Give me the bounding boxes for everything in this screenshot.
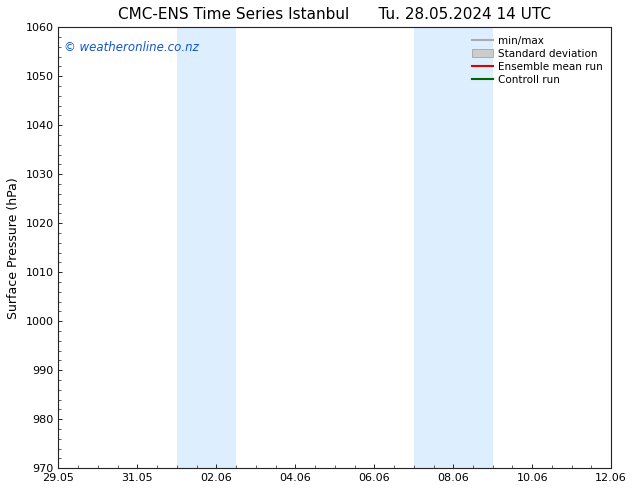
Legend: min/max, Standard deviation, Ensemble mean run, Controll run: min/max, Standard deviation, Ensemble me… <box>469 32 606 88</box>
Bar <box>177 27 236 468</box>
Bar <box>414 27 493 468</box>
Text: © weatheronline.co.nz: © weatheronline.co.nz <box>64 41 199 53</box>
Title: CMC-ENS Time Series Istanbul      Tu. 28.05.2024 14 UTC: CMC-ENS Time Series Istanbul Tu. 28.05.2… <box>119 7 552 22</box>
Y-axis label: Surface Pressure (hPa): Surface Pressure (hPa) <box>7 177 20 318</box>
